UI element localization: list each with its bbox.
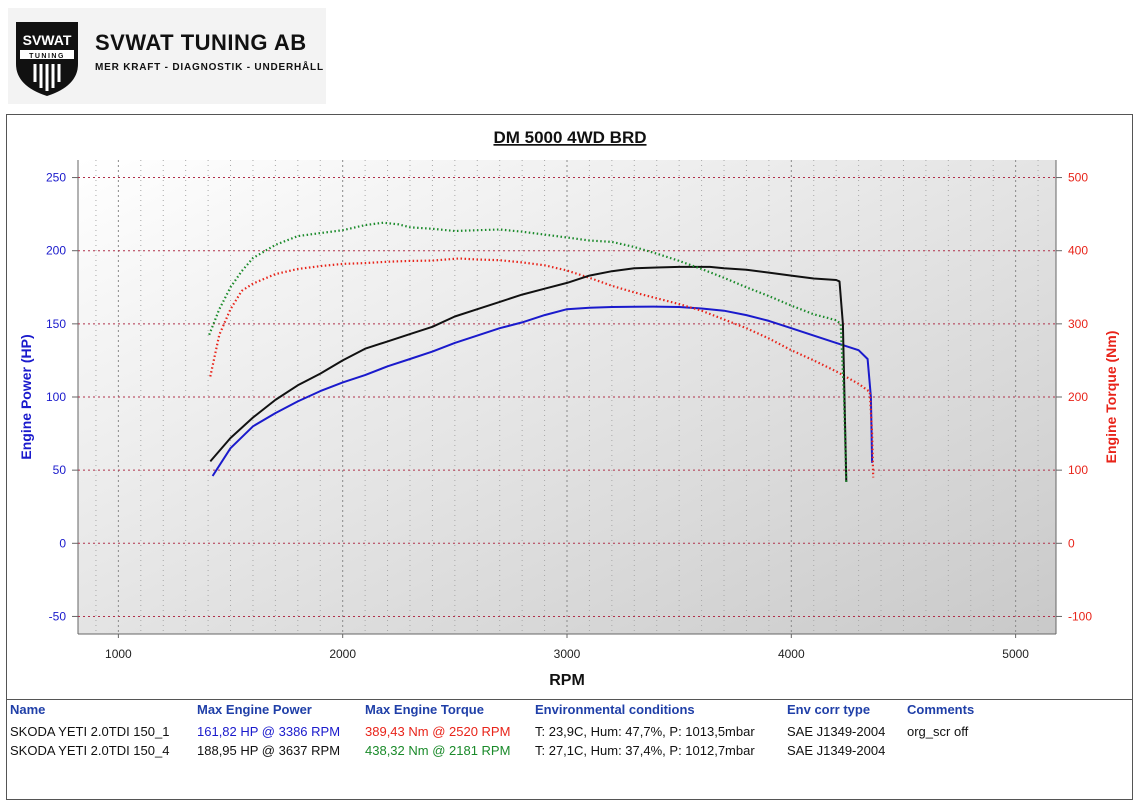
left-tick-label: 200 xyxy=(46,244,66,258)
badge-bottom-text: TUNING xyxy=(29,53,65,60)
company-tagline: MER KRAFT - DIAGNOSTIK - UNDERHÅLL xyxy=(95,62,324,73)
x-tick-label: 5000 xyxy=(1002,647,1029,661)
company-name: SVWAT TUNING AB xyxy=(95,30,307,55)
right-axis-label: Engine Torque (Nm) xyxy=(1103,331,1119,464)
row1-comments: org_scr off xyxy=(907,724,969,739)
row2-env-corr-type: SAE J1349-2004 xyxy=(787,743,886,758)
left-tick-label: -50 xyxy=(49,609,67,623)
right-tick-label: 100 xyxy=(1068,463,1088,477)
x-axis-label: RPM xyxy=(549,672,585,689)
right-tick-label: 400 xyxy=(1068,244,1088,258)
left-tick-label: 250 xyxy=(46,171,66,185)
dyno-chart: DM 5000 4WD BRD RPM Engine Power (HP) En… xyxy=(18,128,1119,689)
row2-env-conditions: T: 27,1C, Hum: 37,4%, P: 1012,7mbar xyxy=(535,743,755,758)
left-tick-label: 150 xyxy=(46,317,66,331)
x-tick-label: 2000 xyxy=(329,647,356,661)
row2-max-torque: 438,32 Nm @ 2181 RPM xyxy=(365,743,511,758)
logo: SVWAT TUNING SVWAT TUNING AB MER KRAFT -… xyxy=(8,8,326,104)
left-tick-label: 0 xyxy=(59,536,66,550)
row2-name: SKODA YETI 2.0TDI 150_4 xyxy=(10,743,170,758)
header-env-conditions: Environmental conditions xyxy=(535,702,695,717)
header-max-torque: Max Engine Torque xyxy=(365,702,484,717)
right-tick-label: 500 xyxy=(1068,171,1088,185)
right-tick-label: -100 xyxy=(1068,609,1092,623)
row1-env-conditions: T: 23,9C, Hum: 47,7%, P: 1013,5mbar xyxy=(535,724,755,739)
header-comments: Comments xyxy=(907,702,975,717)
right-tick-label: 300 xyxy=(1068,317,1088,331)
x-tick-label: 4000 xyxy=(778,647,805,661)
badge-top-text: SVWAT xyxy=(23,32,72,48)
results-table: Name Max Engine Power Max Engine Torque … xyxy=(6,699,1133,800)
row1-name: SKODA YETI 2.0TDI 150_1 xyxy=(10,724,170,739)
x-tick-label: 1000 xyxy=(105,647,132,661)
chart-title: DM 5000 4WD BRD xyxy=(493,128,646,147)
svwat-shield-logo: SVWAT TUNING xyxy=(16,22,78,96)
header-max-power: Max Engine Power xyxy=(197,702,312,717)
left-tick-label: 100 xyxy=(46,390,66,404)
row1-env-corr-type: SAE J1349-2004 xyxy=(787,724,886,739)
header-env-corr-type: Env corr type xyxy=(787,702,871,717)
row2-max-power: 188,95 HP @ 3637 RPM xyxy=(197,743,341,758)
right-tick-label: 200 xyxy=(1068,390,1088,404)
header-name: Name xyxy=(10,702,46,717)
row1-max-power: 161,82 HP @ 3386 RPM xyxy=(197,724,341,739)
right-tick-label: 0 xyxy=(1068,536,1075,550)
series-line-1-power xyxy=(211,305,874,477)
row1-max-torque: 389,43 Nm @ 2520 RPM xyxy=(365,724,511,739)
x-tick-label: 3000 xyxy=(554,647,581,661)
series-line-4-torque xyxy=(208,221,848,484)
series-line-2-torque xyxy=(209,257,875,478)
series-line-3-power xyxy=(209,265,848,482)
left-tick-label: 50 xyxy=(53,463,67,477)
left-axis-label: Engine Power (HP) xyxy=(18,334,34,459)
